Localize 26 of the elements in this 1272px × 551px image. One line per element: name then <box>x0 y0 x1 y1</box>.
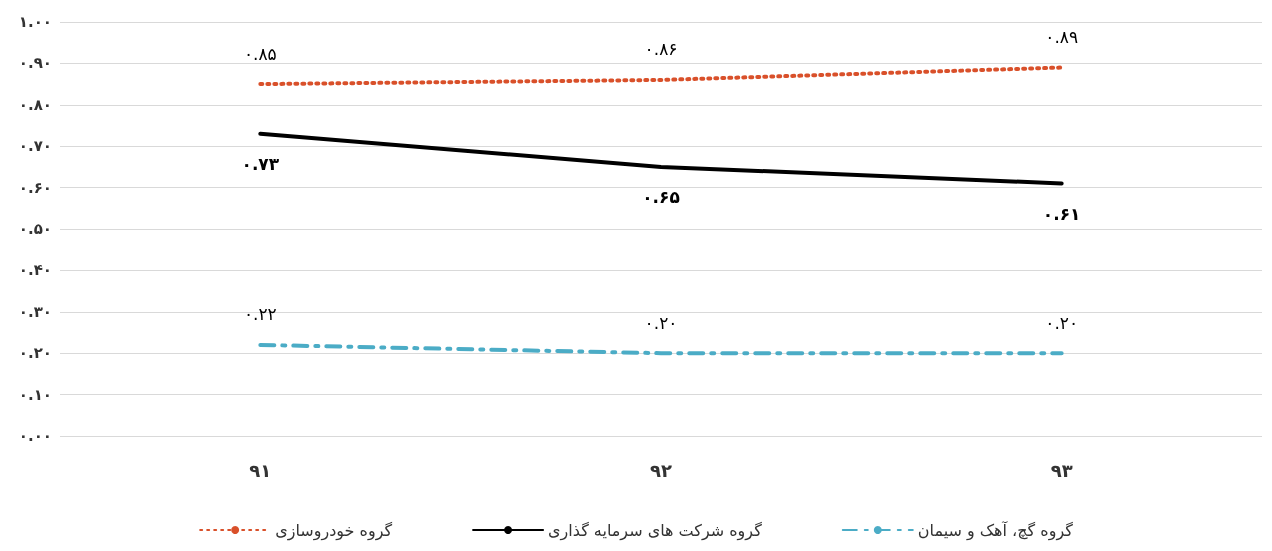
y-tick-label: ۰.۸۰ <box>18 95 52 114</box>
data-label: ۰.۲۰ <box>1045 312 1079 333</box>
data-label: ۰.۲۰ <box>644 312 678 333</box>
x-tick-label: ۹۲ <box>650 459 672 481</box>
data-label: ۰.۷۳ <box>241 154 280 175</box>
y-tick-label: ۰.۱۰ <box>18 385 52 404</box>
x-tick-label: ۹۳ <box>1050 459 1073 481</box>
x-tick-label: ۹۱ <box>249 459 272 481</box>
data-label: ۰.۶۵ <box>642 187 680 208</box>
legend-label: گروه گچ، آهک و سیمان <box>917 520 1074 541</box>
data-label: ۰.۸۹ <box>1045 27 1079 48</box>
legend-label: گروه شرکت های سرمایه گذاری <box>548 520 763 541</box>
y-tick-label: ۰.۴۰ <box>18 261 52 280</box>
y-tick-label: ۰.۳۰ <box>18 302 52 321</box>
data-label: ۰.۸۶ <box>644 39 678 60</box>
y-tick-label: ۰.۹۰ <box>18 54 52 73</box>
y-tick-label: ۰.۲۰ <box>18 344 52 363</box>
legend-label: گروه خودروسازی <box>275 520 393 541</box>
data-label: ۰.۲۲ <box>243 304 277 325</box>
data-label: ۰.۶۱ <box>1042 203 1081 224</box>
data-label: ۰.۸۵ <box>243 43 277 64</box>
y-tick-label: ۰.۷۰ <box>18 137 52 156</box>
y-tick-label: ۰.۰۰ <box>18 427 52 445</box>
y-tick-label: ۰.۶۰ <box>18 178 52 197</box>
y-tick-label: ۰.۵۰ <box>18 220 52 238</box>
y-tick-label: ۱.۰۰ <box>18 13 52 31</box>
